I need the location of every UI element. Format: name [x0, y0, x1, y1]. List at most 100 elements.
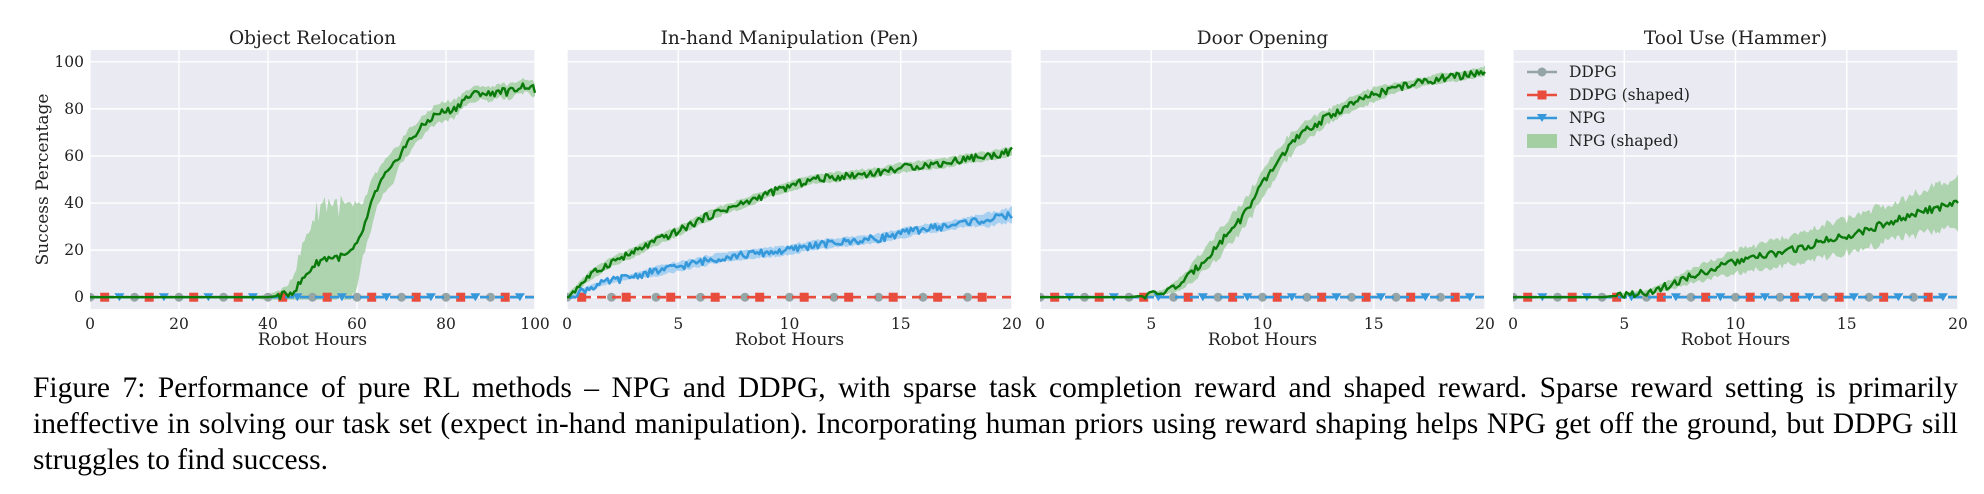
x-tick-label: 20: [169, 315, 189, 333]
plot-series-layer: [90, 77, 537, 302]
data-point-marker: [1450, 292, 1460, 302]
data-point-marker: [1656, 292, 1666, 302]
series-line-npg-shaped-: [1040, 69, 1486, 300]
data-point-marker: [874, 292, 883, 302]
x-tick-label: 0: [562, 315, 572, 333]
data-point-marker: [829, 292, 839, 302]
y-tick-label: 60: [64, 147, 84, 165]
legend-swatch: [1527, 134, 1557, 148]
x-axis-label: Robot Hours: [735, 330, 844, 350]
data-point-marker: [1864, 292, 1874, 302]
data-point-marker: [918, 292, 928, 302]
x-tick-label: 15: [891, 315, 911, 333]
data-point-marker: [621, 292, 631, 302]
series-line-npg: [567, 211, 1013, 300]
legend-item: NPG: [1527, 109, 1605, 127]
data-point-marker: [1406, 292, 1416, 302]
data-point-marker: [1937, 293, 1948, 302]
data-point-marker: [1848, 293, 1859, 302]
data-point-marker: [666, 292, 676, 302]
plot-series-layer: [567, 146, 1013, 302]
data-point-marker: [1909, 292, 1918, 302]
x-tick-label: 10: [780, 315, 800, 333]
x-tick-label: 5: [673, 315, 683, 333]
series-band: [90, 77, 535, 300]
data-point-marker: [1731, 292, 1740, 302]
data-point-marker: [1745, 292, 1755, 302]
x-tick-label: 100: [520, 315, 550, 333]
legend-item: DDPG: [1527, 63, 1617, 81]
data-point-marker: [1790, 292, 1800, 302]
y-tick-label: 100: [54, 53, 84, 71]
legend-marker: [1537, 67, 1547, 77]
x-tick-label: 0: [1035, 315, 1045, 333]
legend-label: DDPG: [1569, 63, 1617, 81]
data-point-marker: [336, 293, 347, 302]
data-point-marker: [1923, 292, 1933, 302]
data-point-marker: [367, 292, 377, 302]
data-point-marker: [1242, 293, 1253, 302]
x-tick-label: 20: [1948, 315, 1968, 333]
data-point-marker: [1272, 292, 1282, 302]
chart-title: In-hand Manipulation (Pen): [661, 28, 919, 49]
legend-label: NPG: [1569, 109, 1605, 127]
legend-label: DDPG (shaped): [1569, 86, 1690, 104]
data-point-marker: [1893, 293, 1904, 302]
data-point-marker: [397, 292, 406, 302]
data-point-marker: [888, 292, 898, 302]
data-point-marker: [1879, 292, 1889, 302]
x-tick-label: 10: [1726, 315, 1746, 333]
data-point-marker: [1302, 292, 1312, 302]
data-point-marker: [755, 292, 765, 302]
data-point-marker: [352, 292, 362, 302]
legend-label: NPG (shaped): [1569, 132, 1679, 150]
data-point-marker: [1169, 292, 1178, 302]
data-point-marker: [292, 293, 303, 302]
data-point-marker: [1375, 293, 1386, 302]
chart-title: Tool Use (Hammer): [1644, 28, 1827, 49]
x-tick-label: 80: [436, 315, 456, 333]
data-point-marker: [1715, 293, 1726, 302]
data-point-marker: [710, 292, 720, 302]
data-point-marker: [381, 293, 392, 302]
data-point-marker: [1670, 293, 1681, 302]
legend-marker: [1537, 114, 1547, 122]
chart-panel-1: 0 20 40 60 80 100 0 20 40 60 80 100 Object Relocatio…: [33, 28, 550, 350]
legend: DDPG DDPG (shaped) NPG NPG (shaped): [1527, 63, 1690, 150]
data-point-marker: [308, 292, 317, 302]
x-tick-label: 5: [1146, 315, 1156, 333]
data-point-marker: [1701, 292, 1711, 302]
data-point-marker: [799, 292, 809, 302]
series-line-npg-shaped-: [90, 82, 537, 301]
x-tick-label: 20: [1475, 315, 1495, 333]
data-point-marker: [1436, 292, 1445, 302]
data-point-marker: [1775, 292, 1785, 302]
data-point-marker: [1361, 292, 1371, 302]
x-axis-label: Robot Hours: [1208, 330, 1317, 350]
data-point-marker: [278, 292, 288, 302]
data-point-marker: [1258, 292, 1267, 302]
figure-caption: Figure 7: Performance of pure RL methods…: [33, 370, 1958, 478]
data-point-marker: [1686, 292, 1696, 302]
y-axis-label: Success Percentage: [33, 94, 53, 266]
data-point-marker: [441, 292, 451, 302]
data-point-marker: [411, 292, 421, 302]
data-point-marker: [1183, 292, 1193, 302]
y-tick-label: 40: [64, 194, 84, 212]
series-band: [567, 206, 1012, 300]
data-point-marker: [456, 292, 466, 302]
data-point-marker: [607, 292, 616, 302]
data-point-marker: [500, 292, 510, 302]
x-tick-label: 20: [1002, 315, 1022, 333]
data-point-marker: [1759, 293, 1770, 302]
data-point-marker: [1834, 292, 1844, 302]
data-point-marker: [577, 292, 587, 302]
data-point-marker: [696, 292, 705, 302]
data-point-marker: [1317, 292, 1327, 302]
data-point-marker: [486, 292, 495, 302]
legend-item: NPG (shaped): [1527, 132, 1679, 150]
chart-panel-4: 0 5 10 15 20 Tool Use (Hammer) Robot Hours DDPG…: [1508, 28, 1968, 350]
data-point-marker: [1197, 293, 1208, 302]
x-axis-label: Robot Hours: [258, 330, 367, 350]
